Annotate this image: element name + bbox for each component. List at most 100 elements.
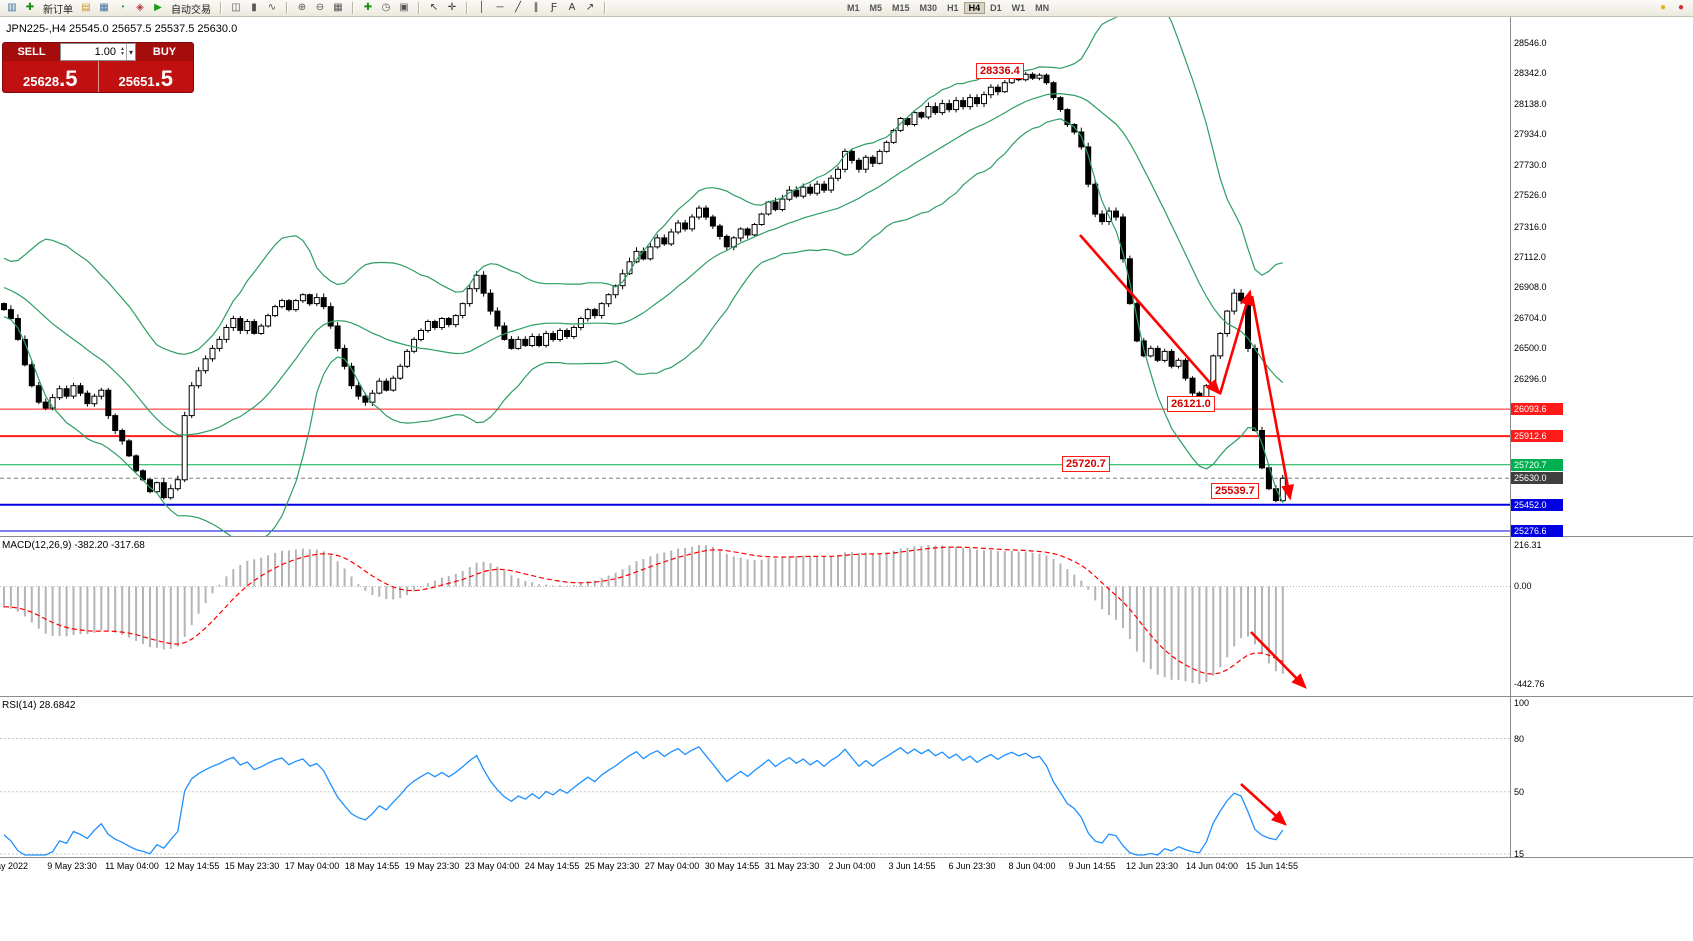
macd-panel[interactable] [0, 537, 1693, 696]
time-axis-label: 30 May 14:55 [704, 861, 760, 871]
zoom-out-icon[interactable]: ⊖ [315, 2, 325, 13]
timeframe-button-d1[interactable]: D1 [990, 3, 1002, 13]
price-level-label: 25720.7 [1511, 459, 1563, 471]
volume-spinner[interactable]: ▲ ▼ [120, 46, 125, 57]
panel-separator[interactable] [0, 696, 1693, 697]
price-level-label: 26093.6 [1511, 403, 1563, 415]
vertical-line-icon[interactable]: │ [478, 2, 486, 13]
panel-separator[interactable] [0, 536, 1693, 537]
templates-icon[interactable]: ▣ [399, 2, 409, 13]
price-tick-label: 28138.0 [1514, 99, 1547, 109]
zoom-in-icon[interactable]: ⊕ [297, 2, 307, 13]
bollinger-upper-band [3, 17, 1283, 355]
timeframe-toolbar: M1 M5 M15 M30 H1 H4 D1 W1 MN [842, 2, 1054, 14]
annotation-price-label[interactable]: 28336.4 [976, 63, 1024, 79]
buy-price[interactable]: 25651.5 [97, 61, 194, 92]
time-axis-label: 17 May 04:00 [284, 861, 340, 871]
new-order-button[interactable]: 新订单 [43, 4, 73, 16]
price-tick-label: 27112.0 [1514, 252, 1546, 262]
macd-histogram [3, 545, 1284, 684]
time-axis-label: 18 May 14:55 [344, 861, 400, 871]
sell-button[interactable]: SELL [3, 43, 60, 61]
new-order-icon[interactable]: ✚ [25, 2, 35, 13]
annotation-price-label[interactable]: 25720.7 [1062, 456, 1110, 472]
price-level-label: 25452.0 [1511, 499, 1563, 511]
main-chart[interactable] [0, 17, 1693, 537]
rsi-line [3, 746, 1284, 856]
current-price-label: 25630.0 [1511, 472, 1563, 484]
time-axis-label: 19 May 23:30 [404, 861, 460, 871]
chart-ohlc-header: JPN225-,H4 25545.0 25657.5 25537.5 25630… [6, 23, 238, 35]
time-axis-label: 31 May 23:30 [764, 861, 820, 871]
timeframe-button-m1[interactable]: M1 [847, 3, 860, 13]
volume-value[interactable]: 1.00 [94, 46, 117, 58]
horizontal-line-icon[interactable]: ─ [496, 2, 504, 13]
price-tick-label: 26500.0 [1514, 343, 1547, 353]
crosshair-icon[interactable]: ✛ [447, 2, 457, 13]
line-chart-icon[interactable]: ∿ [267, 2, 277, 13]
timeframe-button-mn[interactable]: MN [1035, 3, 1050, 13]
time-axis-label: 24 May 14:55 [524, 861, 580, 871]
buy-price-big: .5 [154, 66, 173, 92]
channel-icon[interactable]: ∥ [533, 2, 539, 13]
price-tick-label: 27526.0 [1514, 190, 1547, 200]
price-axis-separator [1510, 17, 1511, 857]
timeframe-button-m15[interactable]: M15 [892, 3, 910, 13]
price-tick-label: 26908.0 [1514, 282, 1547, 292]
record-dot-icon[interactable]: ● [1677, 2, 1685, 13]
cursor-icon[interactable]: ↖ [429, 2, 439, 13]
time-axis-label: 2 Jun 04:00 [828, 861, 876, 871]
periods-icon[interactable]: ◷ [381, 2, 391, 13]
price-level-label: 25276.6 [1511, 525, 1563, 537]
price-tick-label: 27934.0 [1514, 129, 1547, 139]
timeframe-button-h4[interactable]: H4 [963, 2, 986, 14]
one-click-trading-panel: SELL 1.00 ▲ ▼ ▾ BUY 25628.5 25651.5 [2, 42, 194, 93]
navigator-icon[interactable]: ◔ [118, 2, 126, 13]
buy-button[interactable]: BUY [136, 43, 193, 61]
terminal-icon[interactable]: ◈ [136, 2, 144, 13]
fibonacci-icon[interactable]: Ƒ [550, 2, 558, 13]
sell-price[interactable]: 25628.5 [3, 61, 98, 92]
text-icon[interactable]: A [568, 2, 576, 13]
time-axis-label: 23 May 04:00 [464, 861, 520, 871]
price-tick-label: 26296.0 [1514, 374, 1547, 384]
annotation-price-label[interactable]: 26121.0 [1167, 396, 1215, 412]
alert-dot-icon[interactable]: ● [1659, 2, 1667, 13]
time-axis-label: 12 Jun 23:30 [1125, 861, 1179, 871]
timeframe-button-m5[interactable]: M5 [869, 3, 883, 13]
price-tick-label: 26704.0 [1514, 313, 1547, 323]
price-tick-label: 28546.0 [1514, 38, 1547, 48]
candlestick-icon[interactable]: ▮ [251, 2, 257, 13]
time-axis-label: 8 Jun 04:00 [1008, 861, 1056, 871]
buy-price-main: 25651 [118, 74, 155, 89]
volume-dropdown-icon[interactable]: ▾ [125, 44, 135, 60]
new-chart-icon[interactable]: ▥ [7, 2, 17, 13]
market-watch-icon[interactable]: ▤ [81, 2, 91, 13]
rsi-axis-label: 15 [1514, 849, 1525, 859]
rsi-axis-label: 80 [1514, 734, 1525, 744]
rsi-panel[interactable] [0, 697, 1693, 857]
toolbar-separator [604, 2, 606, 14]
timeframe-button-m30[interactable]: M30 [919, 3, 938, 13]
panel-separator[interactable] [0, 857, 1693, 858]
indicators-icon[interactable]: ✚ [363, 2, 373, 13]
macd-signal-line [3, 546, 1284, 675]
volume-input[interactable]: 1.00 ▲ ▼ ▾ [60, 43, 136, 61]
macd-axis-label: 216.31 [1514, 540, 1542, 550]
autotrade-play-icon[interactable]: ▶ [154, 2, 162, 13]
time-axis-label: 27 May 04:00 [644, 861, 700, 871]
trendline-icon[interactable]: ╱ [514, 2, 522, 13]
data-window-icon[interactable]: ▦ [99, 2, 109, 13]
time-axis-label: 25 May 23:30 [584, 861, 640, 871]
arrows-icon[interactable]: ↗ [585, 2, 595, 13]
tile-windows-icon[interactable]: ▦ [333, 2, 343, 13]
timeframe-button-h1[interactable]: H1 [947, 3, 959, 13]
autotrade-button[interactable]: 自动交易 [171, 4, 211, 16]
rsi-axis-label: 50 [1514, 787, 1525, 797]
sell-price-main: 25628 [22, 74, 60, 89]
rsi-label: RSI(14) 28.6842 [2, 700, 76, 711]
timeframe-button-w1[interactable]: W1 [1011, 3, 1026, 13]
bar-chart-icon[interactable]: ◫ [231, 2, 241, 13]
price-tick-label: 27316.0 [1514, 222, 1547, 232]
annotation-price-label[interactable]: 25539.7 [1211, 483, 1259, 499]
